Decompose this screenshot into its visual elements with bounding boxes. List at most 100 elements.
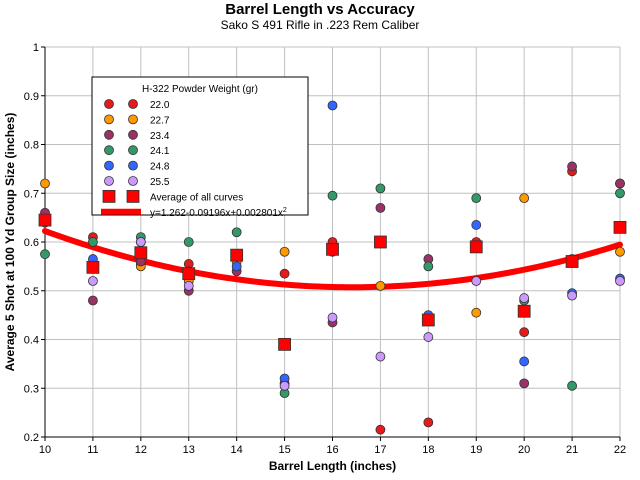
point-series-24-8	[327, 100, 338, 111]
legend-label-average: Average of all curves	[150, 192, 243, 203]
y-tick-label: 0.4	[24, 335, 39, 347]
legend-marker	[104, 114, 114, 125]
point-series-25-5	[519, 293, 530, 303]
legend-marker	[128, 145, 138, 156]
point-series-22-7	[615, 246, 625, 257]
point-series-24-8	[231, 261, 242, 272]
average-square	[517, 304, 531, 318]
average-square	[182, 267, 196, 281]
point-series-25-5	[471, 276, 482, 286]
point-series-25-5	[423, 332, 434, 342]
legend: H-322 Powder Weight (gr) 22.0 22.7 23.4 24.1…	[91, 76, 309, 219]
point-series-25-5	[327, 312, 338, 323]
x-tick-label: 10	[39, 444, 51, 456]
average-square	[278, 337, 291, 351]
average-square	[38, 213, 52, 227]
legend-fit-superscript: 2	[283, 207, 287, 214]
average-square	[565, 255, 579, 268]
average-square	[613, 220, 627, 234]
point-series-24-1	[88, 237, 98, 247]
average-square	[134, 246, 148, 260]
point-series-24-1	[423, 261, 434, 272]
point-series-24-1	[183, 237, 194, 247]
x-tick-label: 19	[470, 444, 482, 456]
y-tick-label: 0.6	[24, 237, 39, 249]
legend-label: 25.5	[150, 177, 170, 188]
x-tick-label: 18	[422, 444, 434, 456]
average-square	[230, 248, 244, 262]
legend-title: H-322 Powder Weight (gr)	[142, 84, 258, 95]
x-tick-label: 13	[183, 444, 195, 456]
legend-marker	[104, 145, 114, 156]
x-tick-label: 15	[278, 444, 290, 456]
point-series-24-1	[615, 188, 625, 199]
legend-label: 22.7	[150, 115, 170, 126]
point-series-24-1	[375, 183, 386, 194]
x-tick-label: 22	[614, 444, 626, 456]
point-series-24-1	[231, 227, 242, 238]
y-tick-label: 0.9	[24, 91, 39, 103]
x-tick-label: 17	[374, 444, 386, 456]
point-series-25-5	[279, 380, 290, 391]
point-series-23-4	[88, 295, 98, 306]
point-series-24-1	[471, 193, 482, 204]
y-axis-label: Average 5 Shot at 100 Yd Group Size (inc…	[3, 112, 17, 372]
legend-marker	[104, 160, 114, 171]
legend-marker	[128, 160, 138, 171]
x-tick-label: 21	[566, 444, 578, 456]
point-series-25-5	[183, 280, 194, 291]
x-tick-label: 14	[231, 444, 243, 456]
x-tick-label: 11	[87, 444, 98, 456]
point-series-24-8	[471, 220, 482, 230]
point-series-22-7	[40, 178, 50, 189]
average-square	[326, 242, 339, 256]
point-series-22-0	[375, 424, 386, 435]
point-series-23-4	[615, 178, 625, 189]
average-square	[374, 235, 387, 249]
legend-label: 23.4	[150, 131, 170, 142]
point-series-25-5	[135, 237, 146, 247]
point-series-23-4	[375, 202, 386, 213]
point-series-22-7	[471, 307, 482, 318]
point-series-24-1	[327, 190, 338, 201]
point-series-24-8	[519, 356, 530, 367]
legend-marker	[104, 129, 114, 140]
legend-label-fit: y=1.262-0.09196x+0.002801x2	[150, 207, 287, 219]
point-series-23-4	[567, 161, 577, 172]
y-tick-label: 0.2	[24, 432, 39, 444]
point-series-25-5	[615, 276, 625, 286]
legend-square	[102, 189, 116, 203]
chart-title: Barrel Length vs Accuracy	[225, 1, 415, 18]
legend-label: 24.8	[150, 162, 170, 173]
legend-marker	[104, 99, 114, 109]
x-axis-label: Barrel Length (inches)	[268, 459, 397, 473]
x-tick-label: 12	[135, 444, 147, 456]
legend-marker	[128, 114, 138, 125]
legend-marker	[128, 176, 138, 186]
legend-marker	[128, 129, 138, 140]
point-series-25-5	[88, 276, 98, 286]
y-tick-label: 0.8	[24, 140, 39, 152]
point-series-22-0	[279, 268, 290, 279]
y-tick-label: 0.7	[24, 188, 39, 200]
y-tick-label: 0.3	[24, 383, 39, 395]
y-tick-label: 0.5	[24, 286, 39, 298]
point-series-22-0	[423, 417, 434, 428]
average-square	[86, 260, 100, 274]
point-series-25-5	[567, 290, 577, 301]
legend-label: 22.0	[150, 100, 170, 111]
legend-label: 24.1	[150, 146, 170, 157]
point-series-23-4	[519, 378, 530, 389]
point-series-24-1	[567, 380, 577, 391]
y-tick-label: 1	[33, 42, 39, 54]
point-series-22-7	[375, 280, 386, 291]
point-series-25-5	[375, 351, 386, 362]
legend-marker	[104, 176, 114, 186]
point-series-22-7	[279, 246, 290, 257]
average-square	[421, 313, 435, 327]
point-series-24-1	[40, 249, 50, 260]
legend-marker	[128, 99, 138, 109]
point-series-22-0	[519, 327, 530, 338]
